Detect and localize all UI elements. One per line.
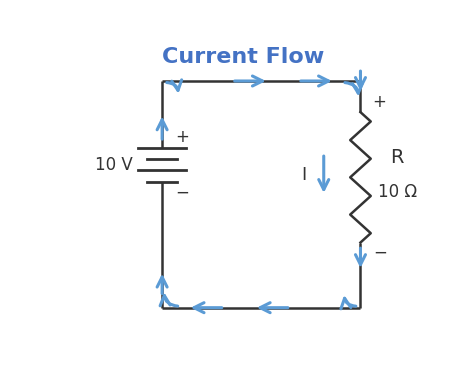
Text: −: − xyxy=(175,183,189,201)
Text: 10 V: 10 V xyxy=(95,156,133,174)
Text: −: − xyxy=(374,243,388,261)
Text: I: I xyxy=(301,166,306,184)
Text: +: + xyxy=(372,93,386,111)
Text: +: + xyxy=(175,128,189,146)
Text: R: R xyxy=(391,148,404,167)
Text: 10 Ω: 10 Ω xyxy=(378,183,417,201)
Text: Current Flow: Current Flow xyxy=(162,47,324,67)
